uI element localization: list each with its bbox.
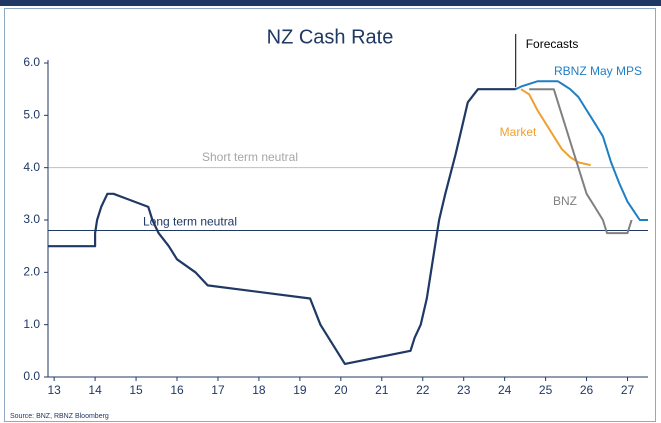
x-tick-label: 14	[88, 383, 102, 397]
series-line	[529, 88, 633, 235]
x-tick-label: 15	[129, 383, 143, 397]
y-tick-label: 4.0	[23, 160, 40, 174]
y-tick-label: 0.0	[23, 369, 40, 383]
y-tick-label: 1.0	[23, 317, 40, 331]
y-tick-label: 3.0	[23, 212, 40, 226]
frame	[4, 8, 656, 422]
x-tick-label: 13	[47, 383, 61, 397]
x-tick-label: 27	[621, 383, 635, 397]
series-label: RBNZ May MPS	[554, 64, 642, 78]
x-tick-label: 25	[539, 383, 553, 397]
x-tick-label: 21	[375, 383, 389, 397]
y-tick-label: 5.0	[23, 108, 40, 122]
x-tick-label: 23	[457, 383, 471, 397]
x-tick-label: 20	[334, 383, 348, 397]
y-tick-label: 6.0	[23, 55, 40, 69]
x-tick-label: 16	[170, 383, 184, 397]
x-tick-label: 26	[580, 383, 594, 397]
x-tick-label: 22	[416, 383, 430, 397]
source: Source: BNZ, RBNZ Bloomberg	[10, 413, 109, 420]
x-tick-label: 17	[211, 383, 225, 397]
chart-title: NZ Cash Rate	[267, 26, 394, 48]
reference-label: Long term neutral	[143, 215, 237, 229]
x-tick-label: 19	[293, 383, 307, 397]
series-line	[48, 88, 516, 365]
forecast-label: Forecasts	[526, 37, 579, 51]
series-line	[515, 80, 648, 221]
series-label: Market	[500, 125, 537, 139]
series-label: BNZ	[553, 194, 577, 208]
reference-label: Short term neutral	[202, 150, 298, 164]
top-bar	[0, 0, 661, 6]
y-tick-label: 2.0	[23, 265, 40, 279]
x-tick-label: 18	[252, 383, 266, 397]
x-tick-label: 24	[498, 383, 512, 397]
